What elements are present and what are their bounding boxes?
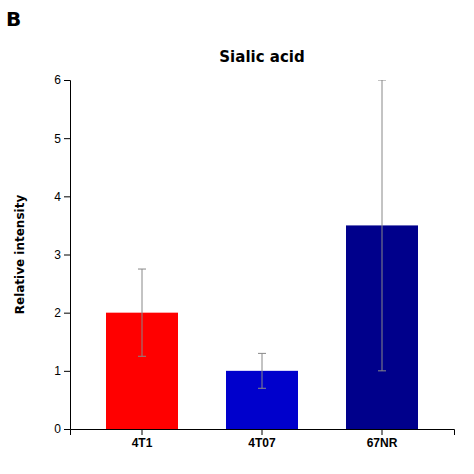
x-tick-mark <box>142 429 143 435</box>
y-tick-label: 5 <box>54 132 61 146</box>
error-bar <box>258 353 266 388</box>
y-tick: 5 <box>54 132 70 146</box>
y-tick-mark <box>64 429 70 430</box>
y-tick: 6 <box>54 73 70 87</box>
y-tick: 2 <box>54 306 70 320</box>
title: Sialic acid <box>219 48 304 66</box>
y-tick-mark <box>64 255 70 256</box>
y-tick: 4 <box>54 190 70 204</box>
error-bar <box>378 80 386 371</box>
y-tick-mark <box>64 80 70 81</box>
x-tick-mark <box>262 429 263 435</box>
plot-area: 0 1 2 3 4 5 6 4T1 4T07 67NR <box>54 73 454 449</box>
y-tick-mark <box>64 196 70 197</box>
y-tick-mark <box>64 313 70 314</box>
y-tick-label: 2 <box>54 306 61 320</box>
x-axis-line <box>71 430 455 436</box>
x-tick-label: 4T07 <box>248 436 276 450</box>
y-tick: 3 <box>54 248 70 262</box>
y-axis: 0 1 2 3 4 5 6 <box>54 73 70 436</box>
panel-label: B <box>6 7 21 31</box>
y-tick-label: 0 <box>54 422 61 436</box>
x-tick-label: 4T1 <box>132 436 153 450</box>
chart-container: 0 1 2 3 4 5 6 4T1 4T07 67NR Relative intensity Sial… <box>0 0 474 474</box>
y-axis-title: Relative intensity <box>13 195 27 315</box>
x-tick: 67NR <box>367 429 398 450</box>
x-axis: 4T1 4T07 67NR <box>71 429 455 450</box>
y-tick: 1 <box>54 364 70 378</box>
y-tick-mark <box>64 371 70 372</box>
error-bar <box>138 269 146 356</box>
x-tick-mark <box>382 429 383 435</box>
marks <box>106 80 418 429</box>
x-tick: 4T07 <box>248 429 276 450</box>
y-axis-line <box>64 81 71 430</box>
y-tick: 0 <box>54 422 70 436</box>
y-tick-label: 4 <box>54 190 61 204</box>
y-tick-label: 3 <box>54 248 61 262</box>
y-tick-label: 1 <box>54 364 61 378</box>
y-tick-label: 6 <box>54 73 61 87</box>
x-tick-label: 67NR <box>367 436 398 450</box>
chart-svg: 0 1 2 3 4 5 6 4T1 4T07 67NR Relative intensity Sial… <box>0 0 474 474</box>
y-tick-mark <box>64 138 70 139</box>
x-tick: 4T1 <box>132 429 153 450</box>
